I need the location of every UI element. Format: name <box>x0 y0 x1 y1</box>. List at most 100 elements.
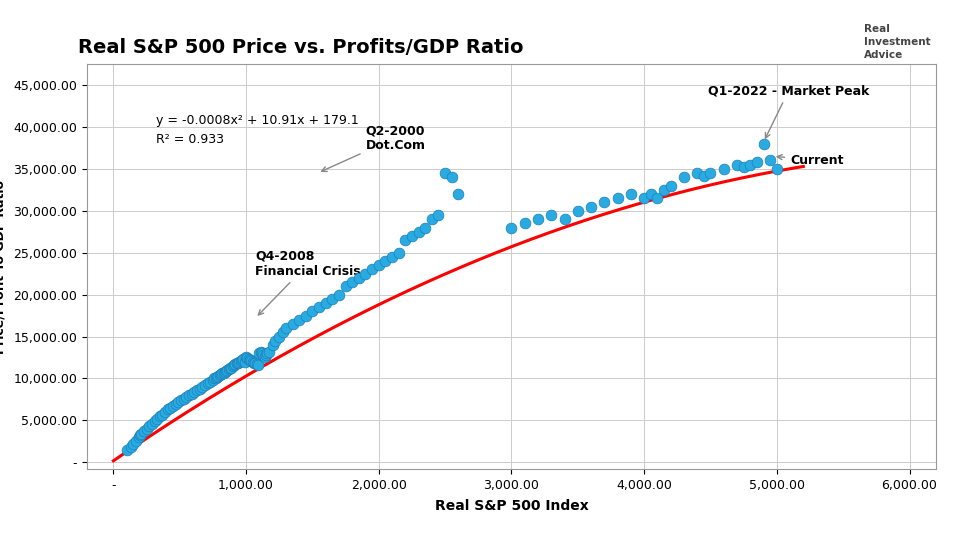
Point <box>742 160 758 169</box>
Point <box>231 358 246 367</box>
X-axis label: Real S&P 500 Index: Real S&P 500 Index <box>434 499 589 513</box>
Point <box>209 373 225 381</box>
Point <box>570 206 586 215</box>
Point <box>228 360 243 368</box>
Point <box>218 367 234 375</box>
Point <box>267 336 283 345</box>
Point <box>730 160 745 169</box>
Point <box>171 398 186 406</box>
Point <box>119 446 134 454</box>
Point <box>189 386 205 394</box>
Point <box>222 364 237 373</box>
Point <box>703 169 718 177</box>
Point <box>637 194 652 203</box>
Point <box>756 139 771 148</box>
Point <box>238 353 254 362</box>
Point <box>253 348 268 356</box>
Point <box>331 290 346 299</box>
Point <box>150 415 165 423</box>
Point <box>252 349 267 358</box>
Point <box>211 371 227 379</box>
Point <box>168 399 183 408</box>
Point <box>583 202 598 211</box>
Point <box>241 355 257 364</box>
Point <box>261 348 276 356</box>
Point <box>225 361 240 370</box>
Point <box>418 223 433 232</box>
Point <box>186 387 202 396</box>
Point <box>174 396 189 405</box>
Point <box>377 257 393 265</box>
Point <box>649 194 665 203</box>
Point <box>312 303 327 311</box>
Point <box>197 381 212 390</box>
Point <box>154 410 170 419</box>
Point <box>232 358 247 366</box>
Y-axis label: Price/Profit To GDP Ratio: Price/Profit To GDP Ratio <box>0 180 7 353</box>
Point <box>176 394 191 403</box>
Point <box>530 215 545 223</box>
Point <box>762 156 778 165</box>
Point <box>324 295 340 303</box>
Point <box>144 419 159 428</box>
Point <box>220 366 235 374</box>
Point <box>213 370 229 378</box>
Point <box>696 171 711 180</box>
Point <box>184 389 200 398</box>
Point <box>132 431 148 440</box>
Point <box>245 358 261 366</box>
Point <box>217 367 233 376</box>
Point <box>242 356 258 364</box>
Point <box>160 405 176 414</box>
Point <box>250 361 265 369</box>
Point <box>365 265 380 274</box>
Point <box>179 393 194 401</box>
Point <box>404 232 420 240</box>
Point <box>391 248 406 257</box>
Point <box>749 158 764 166</box>
Point <box>157 408 173 416</box>
Point <box>260 349 275 358</box>
Point <box>235 355 251 364</box>
Text: Current: Current <box>777 154 843 167</box>
Point <box>200 379 215 388</box>
Point <box>338 282 353 290</box>
Point <box>358 269 373 278</box>
Point <box>557 215 572 223</box>
Point <box>139 424 154 433</box>
Point <box>504 223 519 232</box>
Point <box>271 332 287 341</box>
Text: Q4-2008
Financial Crisis: Q4-2008 Financial Crisis <box>256 250 361 315</box>
Point <box>237 358 253 366</box>
Point <box>623 190 639 198</box>
Point <box>233 357 248 365</box>
Text: Q2-2000
Dot.Com: Q2-2000 Dot.Com <box>321 124 426 172</box>
Point <box>305 307 320 316</box>
Point <box>234 356 250 364</box>
Point <box>181 391 197 400</box>
Point <box>384 253 400 261</box>
Point <box>207 374 222 383</box>
Point <box>125 440 141 448</box>
Point <box>207 373 223 382</box>
Point <box>152 412 168 421</box>
Point <box>430 211 446 219</box>
Point <box>411 228 427 236</box>
Point <box>257 352 272 361</box>
Point <box>123 443 138 451</box>
Point <box>214 369 230 378</box>
Text: Real S&P 500 Price vs. Profits/GDP Ratio: Real S&P 500 Price vs. Profits/GDP Ratio <box>78 38 524 57</box>
Point <box>249 360 264 368</box>
Point <box>676 173 692 181</box>
Point <box>317 298 334 307</box>
Point <box>259 351 274 359</box>
Point <box>227 361 242 369</box>
Point <box>206 376 221 384</box>
Point <box>371 261 386 270</box>
Point <box>278 324 293 333</box>
Point <box>254 349 269 358</box>
Point <box>192 384 207 393</box>
Point <box>689 169 704 177</box>
Point <box>769 165 785 173</box>
Point <box>596 198 612 207</box>
